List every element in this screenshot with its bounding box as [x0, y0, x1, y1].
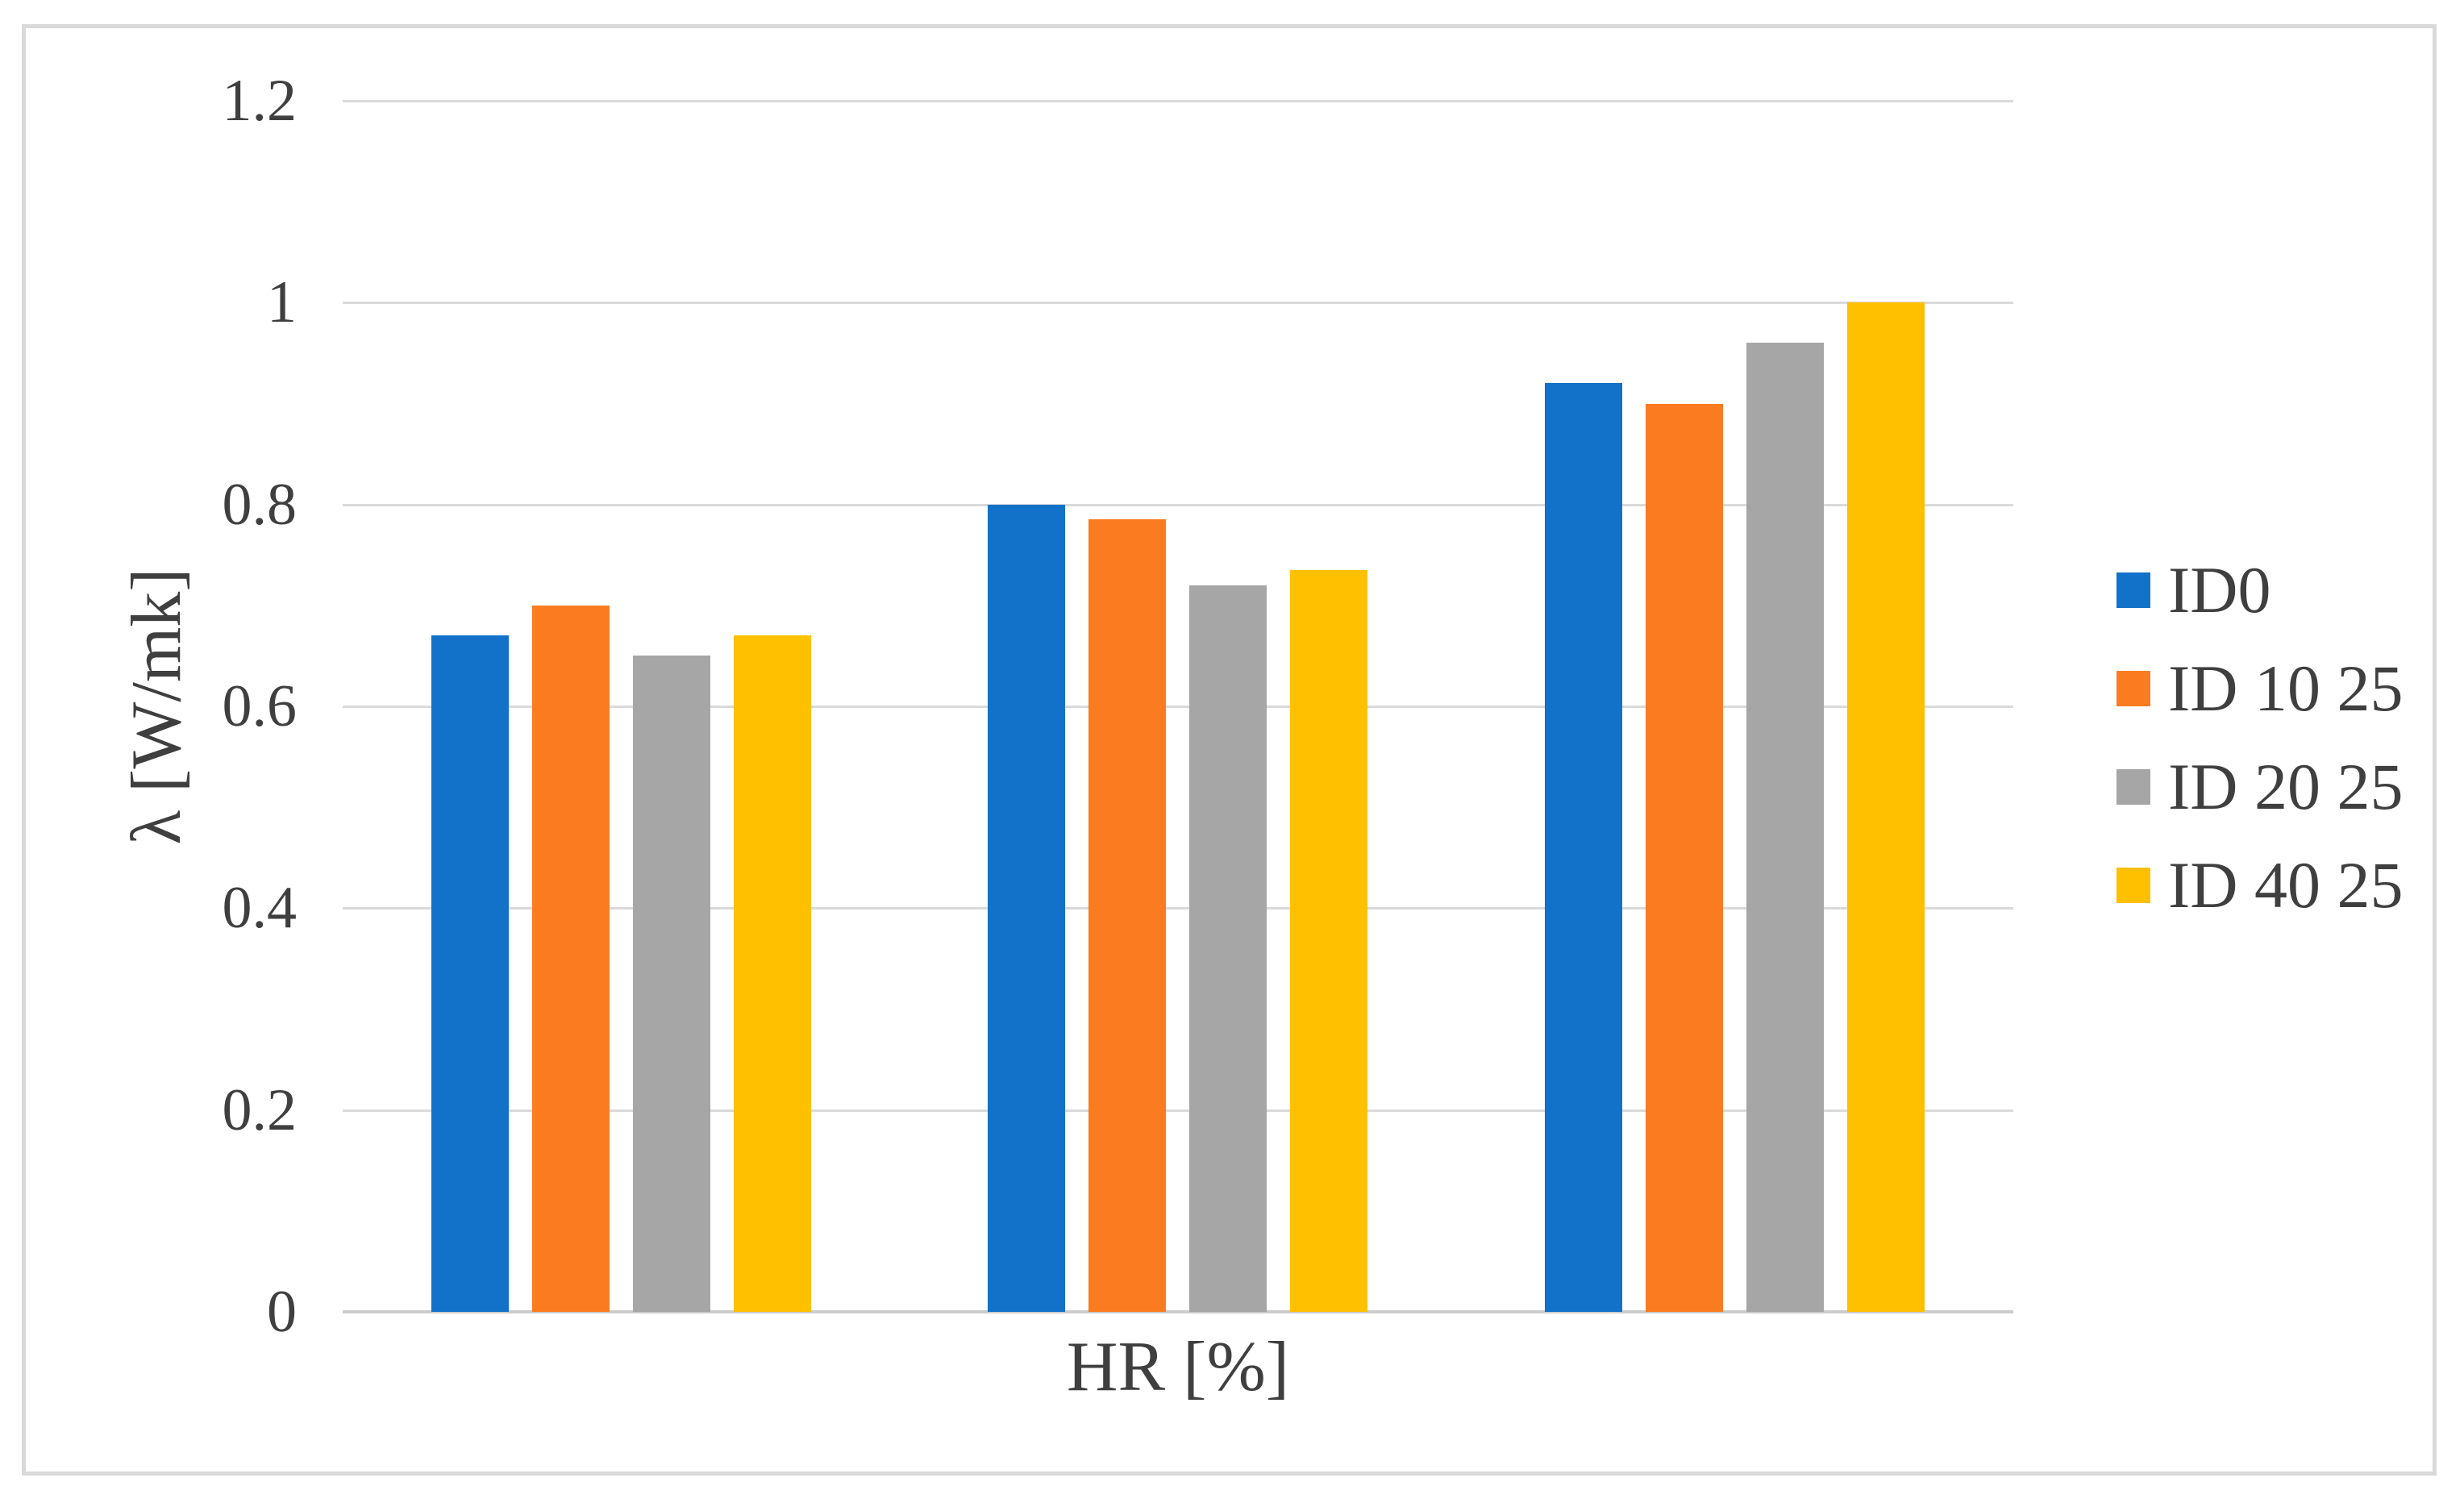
gridline-1.2 — [343, 100, 2013, 102]
legend-entry-id-20-25: ID 20 25 — [2116, 738, 2404, 836]
bar-id-40-25-group3 — [1847, 302, 1925, 1312]
x-axis-title: HR [%] — [1066, 1328, 1290, 1406]
legend-label: ID 10 25 — [2168, 652, 2404, 725]
bar-id0-group3 — [1545, 383, 1623, 1312]
bar-id-40-25-group1 — [733, 635, 811, 1312]
bar-id0-group1 — [431, 635, 509, 1312]
y-tick-label: 0 — [267, 1279, 297, 1345]
bar-id-20-25-group2 — [1189, 585, 1267, 1312]
legend-label: ID 40 25 — [2168, 848, 2404, 922]
legend-swatch-icon — [2116, 671, 2150, 706]
y-tick-label: 1.2 — [222, 68, 298, 134]
bar-id-20-25-group3 — [1746, 343, 1825, 1312]
gridline-1 — [343, 302, 2013, 305]
legend-entry-id0: ID0 — [2116, 541, 2404, 639]
bar-id-10-25-group1 — [531, 605, 610, 1312]
bar-group-1 — [431, 605, 811, 1312]
legend-entry-id-10-25: ID 10 25 — [2116, 639, 2404, 738]
legend-entry-id-40-25: ID 40 25 — [2116, 836, 2404, 935]
legend-swatch-icon — [2116, 868, 2150, 903]
bar-group-3 — [1545, 302, 1925, 1312]
legend-swatch-icon — [2116, 769, 2150, 805]
gridline-0.2 — [343, 1109, 2013, 1112]
gridline-0.4 — [343, 907, 2013, 910]
bar-id-10-25-group2 — [1088, 519, 1167, 1312]
y-tick-label: 0.8 — [222, 471, 298, 538]
bar-group-2 — [988, 504, 1368, 1312]
y-tick-label: 1 — [267, 269, 297, 336]
legend-label: ID 20 25 — [2168, 750, 2404, 823]
gridline-0.8 — [343, 503, 2013, 506]
bar-id-20-25-group1 — [632, 656, 710, 1312]
plot-area — [343, 100, 2013, 1313]
y-tick-label: 0.4 — [222, 875, 298, 942]
bar-id0-group2 — [988, 504, 1066, 1312]
legend-swatch-icon — [2116, 572, 2150, 608]
gridline-0 — [343, 1310, 2013, 1313]
legend: ID0 ID 10 25 ID 20 25 ID 40 25 — [2116, 541, 2404, 935]
bar-id-10-25-group3 — [1646, 403, 1724, 1312]
gridline-0.6 — [343, 706, 2013, 708]
legend-label: ID0 — [2168, 553, 2271, 627]
y-tick-label: 0.2 — [222, 1076, 298, 1143]
bar-groups — [343, 101, 2013, 1312]
bar-id-40-25-group2 — [1290, 570, 1368, 1312]
y-tick-label: 0.6 — [222, 673, 298, 739]
